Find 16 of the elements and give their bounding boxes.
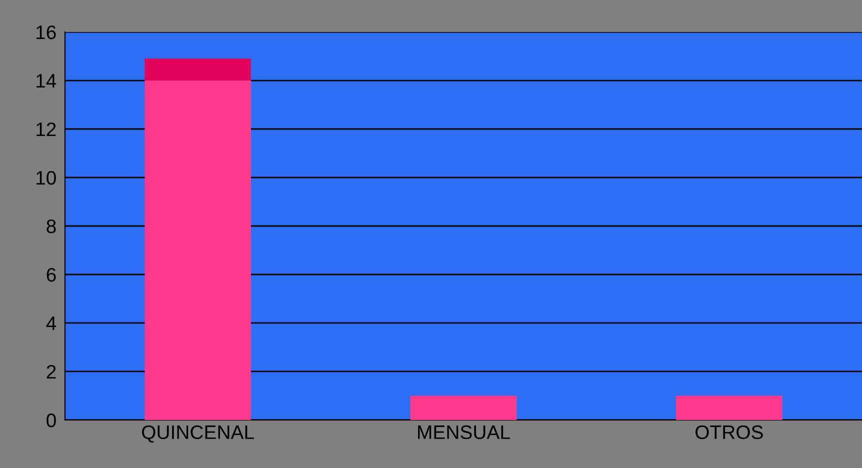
y-tick-label: 2	[46, 364, 56, 379]
bar	[676, 396, 782, 420]
y-tick-label: 14	[36, 74, 56, 88]
x-tick-label: OTROS	[696, 425, 763, 440]
y-tick-label: 10	[36, 170, 56, 185]
bar	[410, 396, 517, 420]
y-tick-label: 4	[46, 316, 56, 330]
y-tick-label: 16	[36, 25, 56, 40]
y-tick-label: 12	[36, 122, 56, 136]
bar	[144, 80, 251, 420]
x-tick-label: MENSUAL	[418, 425, 510, 440]
y-tick-label: 0	[46, 413, 56, 428]
bar	[144, 58, 251, 81]
y-tick-label: 8	[46, 219, 56, 234]
x-tick-label: QUINCENAL	[142, 425, 254, 443]
y-tick-label: 6	[46, 268, 56, 282]
